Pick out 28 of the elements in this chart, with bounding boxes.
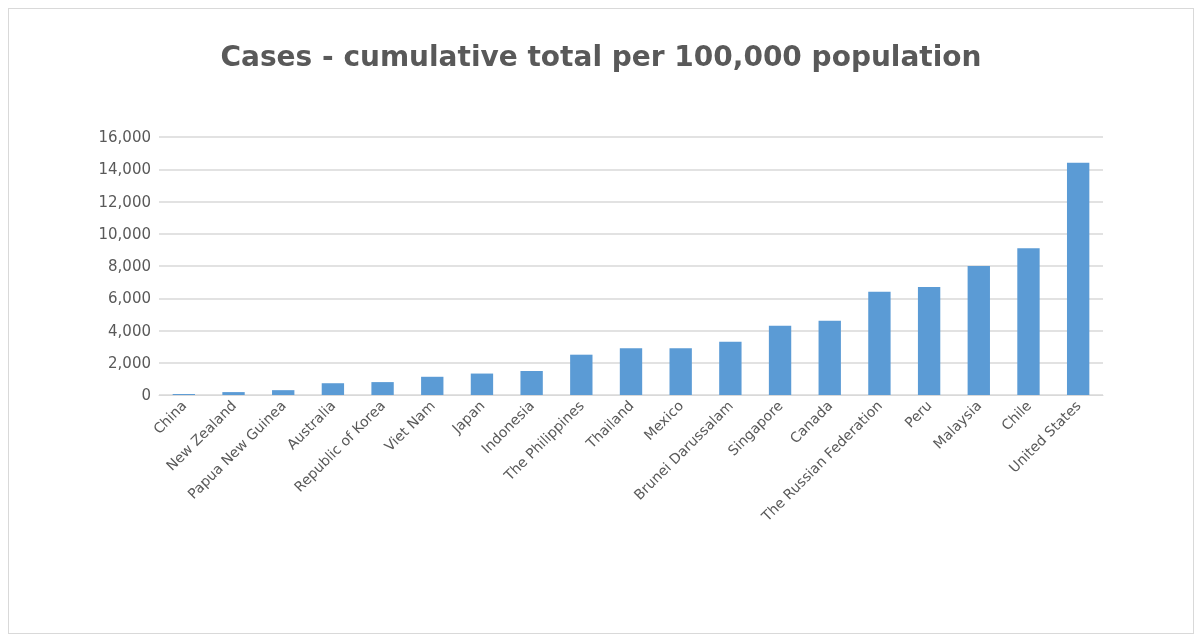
y-tick-label: 14,000 [98,160,151,179]
y-tick-label: 16,000 [98,128,151,146]
y-tick-label: 10,000 [98,224,151,243]
chart-title: Cases - cumulative total per 100,000 population [220,39,982,73]
bar [967,266,990,395]
bar [520,370,543,395]
y-tick-label: 0 [141,386,151,404]
y-tick-label: 12,000 [98,192,151,211]
bar [470,373,494,395]
bar [917,286,941,395]
bar [1066,162,1090,395]
bar [570,354,593,395]
bar [768,325,792,395]
bar [669,348,692,395]
bar [619,348,643,395]
bar [321,383,345,395]
bar [222,392,245,395]
bar [719,341,742,395]
y-tick-label: 2,000 [108,353,151,372]
y-tick-label: 4,000 [108,321,151,340]
bar [868,291,891,395]
bar [1017,248,1040,395]
bar [421,376,444,395]
bar [272,390,295,395]
y-tick-label: 6,000 [108,289,151,308]
bar [818,320,841,395]
bar [371,382,394,395]
y-tick-label: 8,000 [108,257,151,275]
